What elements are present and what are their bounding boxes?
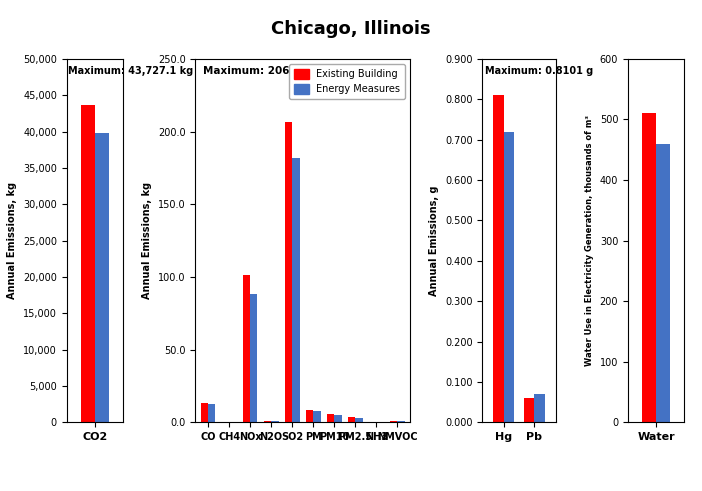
Bar (250, 294, 258, 422)
Bar (355, 418, 363, 422)
Y-axis label: Annual Emissions, kg: Annual Emissions, kg (143, 182, 152, 299)
Bar (534, 394, 545, 422)
Bar (306, 410, 313, 422)
Bar (656, 144, 670, 422)
Bar (397, 421, 405, 422)
Bar (81, 105, 95, 422)
Y-axis label: Annual Emissions, kg: Annual Emissions, kg (8, 182, 18, 299)
Bar (524, 398, 534, 422)
Bar (285, 122, 292, 422)
Bar (208, 404, 216, 422)
Bar (504, 132, 515, 422)
Bar (313, 411, 321, 422)
Bar (334, 415, 342, 422)
Text: Maximum: 0.8101 g: Maximum: 0.8101 g (484, 66, 592, 76)
Bar (271, 421, 279, 422)
Y-axis label: Annual Emissions, g: Annual Emissions, g (430, 185, 439, 296)
Bar (292, 159, 300, 422)
Bar (264, 421, 271, 422)
Bar (243, 275, 250, 422)
Bar (201, 403, 208, 422)
Bar (642, 113, 656, 422)
Bar (95, 133, 109, 422)
Y-axis label: Water Use in Electricity Generation, thousands of m³: Water Use in Electricity Generation, tho… (585, 115, 594, 366)
Bar (327, 414, 334, 422)
Text: Chicago, Illinois: Chicago, Illinois (271, 20, 431, 38)
Text: Maximum: 206.496 kg: Maximum: 206.496 kg (203, 66, 333, 76)
Bar (493, 95, 504, 422)
Legend: Existing Building, Energy Measures: Existing Building, Energy Measures (289, 64, 405, 99)
Text: Maximum: 43,727.1 kg: Maximum: 43,727.1 kg (68, 66, 194, 76)
Bar (348, 417, 355, 422)
Bar (390, 420, 397, 422)
